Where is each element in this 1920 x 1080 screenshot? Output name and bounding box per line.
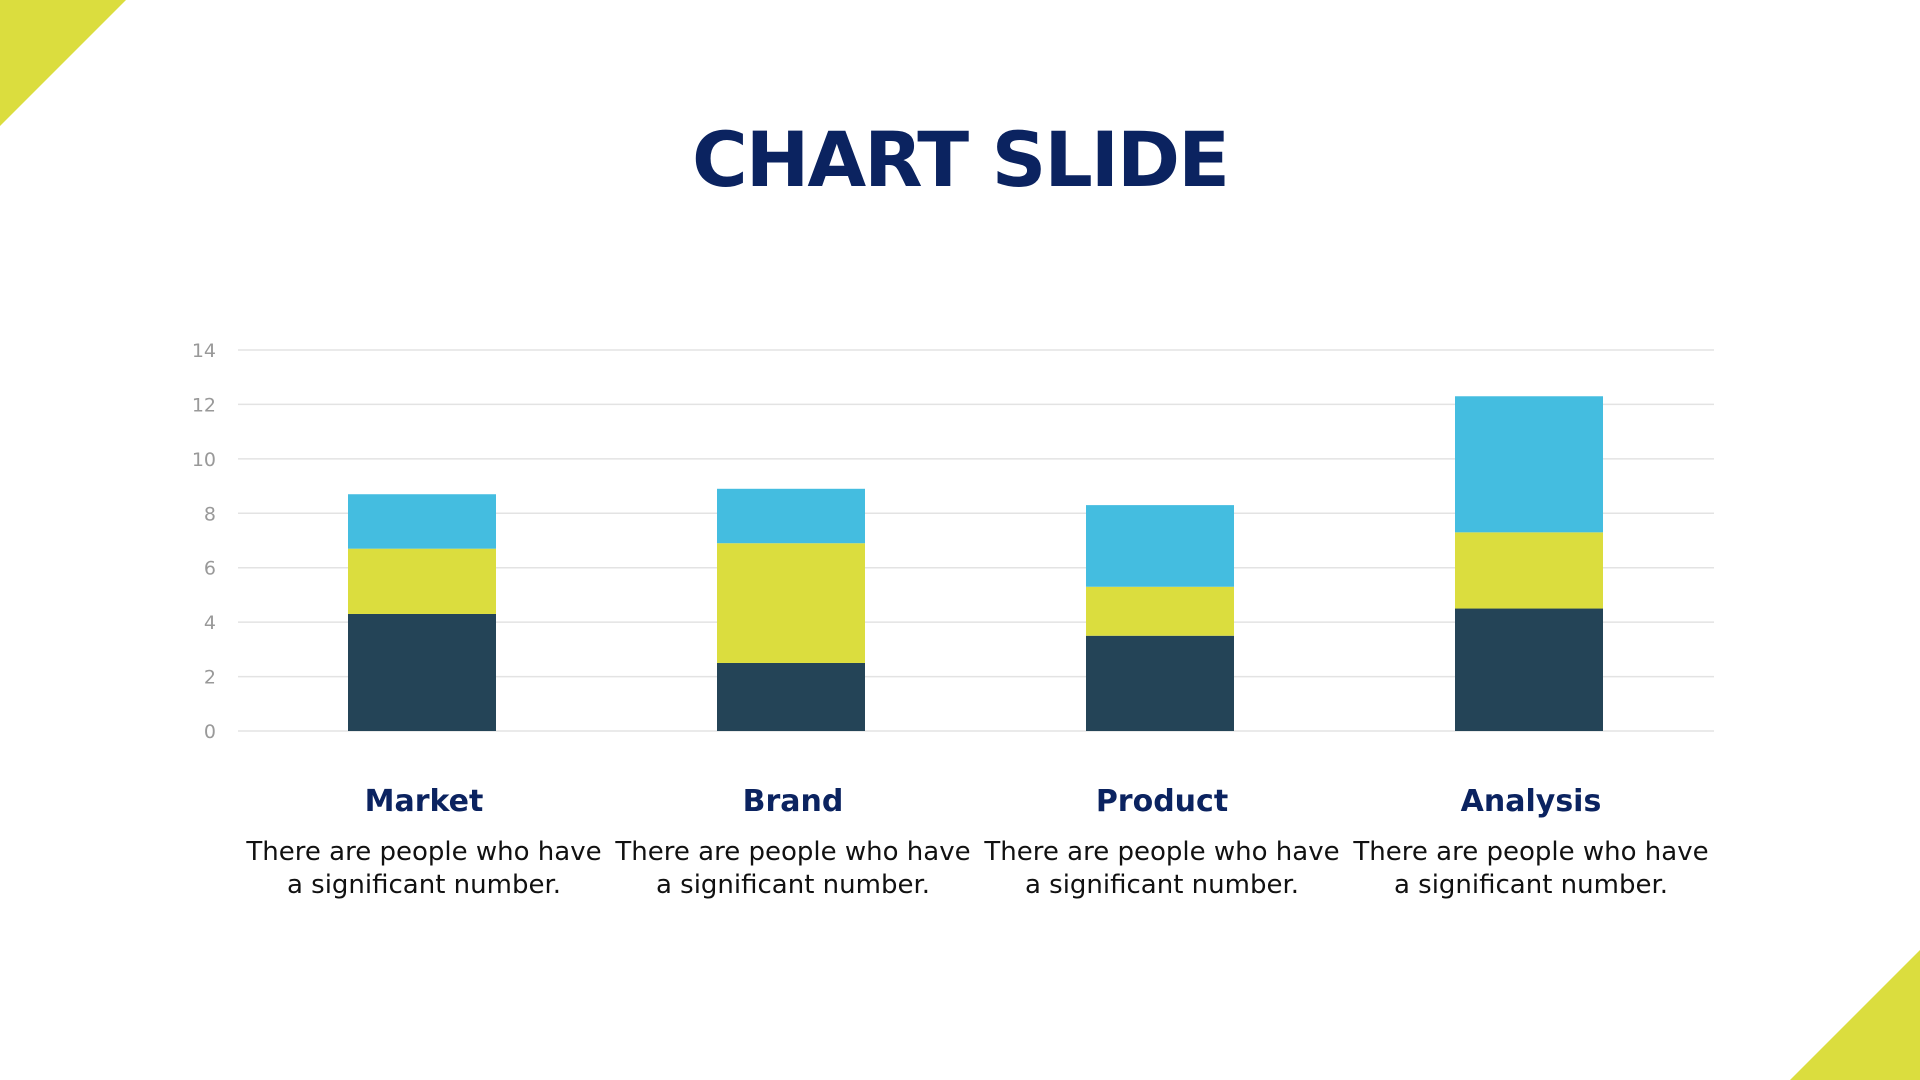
category-label-market: Market	[364, 784, 484, 819]
category-description-market: There are people who have a significant …	[246, 837, 602, 900]
bar-brand-segment-3	[717, 488, 865, 544]
category-description-brand: There are people who have a significant …	[615, 837, 971, 900]
y-tick-label: 10	[192, 449, 216, 471]
category-label-brand: Brand	[742, 784, 844, 819]
y-tick-label: 0	[204, 721, 216, 743]
bar-brand-segment-1	[717, 662, 865, 731]
bar-analysis-segment-1	[1455, 608, 1603, 731]
category-label-analysis: Analysis	[1460, 784, 1602, 819]
y-tick-label: 14	[192, 340, 216, 362]
bar-product-segment-3	[1086, 505, 1234, 587]
bar-analysis-segment-3	[1455, 396, 1603, 533]
category-label-product: Product	[1095, 784, 1229, 819]
y-tick-label: 2	[204, 667, 216, 689]
bar-market-segment-2	[348, 548, 496, 614]
bar-brand-segment-2	[717, 543, 865, 663]
bar-analysis-segment-2	[1455, 532, 1603, 609]
corner-accent-bottom-right	[1790, 950, 1920, 1080]
bar-product-segment-2	[1086, 586, 1234, 636]
category-description-analysis: There are people who have a significant …	[1353, 837, 1709, 900]
slide-title: CHART SLIDE	[691, 115, 1230, 204]
category-description-product: There are people who have a significant …	[984, 837, 1340, 900]
corner-accent-top-left	[0, 0, 126, 126]
bar-market-segment-1	[348, 613, 496, 731]
y-tick-label: 8	[204, 503, 216, 525]
y-tick-label: 4	[204, 612, 216, 634]
bar-market-segment-3	[348, 494, 496, 549]
y-tick-label: 6	[204, 558, 216, 580]
y-tick-label: 12	[192, 394, 216, 416]
bar-product-segment-1	[1086, 635, 1234, 731]
